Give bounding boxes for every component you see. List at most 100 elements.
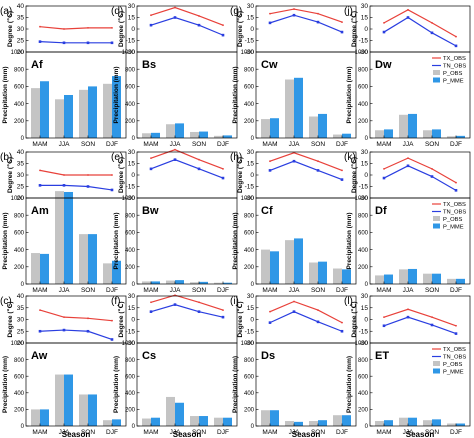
point-tx	[111, 26, 113, 29]
precip-tick-label: 400	[14, 248, 25, 254]
bar-p-mme	[384, 129, 393, 138]
temp-tick-label: 0	[131, 317, 135, 324]
point-tx	[431, 21, 433, 24]
point-tn	[406, 315, 410, 319]
point-tn	[406, 164, 410, 168]
season-tick-label: DJF	[217, 287, 229, 294]
precip-tick-label: 0	[21, 424, 25, 430]
bar-p-obs	[214, 282, 223, 284]
precip-tick-label: 800	[125, 358, 136, 364]
bar-p-mme	[270, 118, 279, 138]
temp-axis-title: Degree (℃)	[350, 157, 358, 193]
point-tx	[341, 169, 343, 172]
climate-label: ET	[375, 350, 389, 362]
precip-frame	[369, 51, 471, 139]
precip-tick-label: 200	[244, 408, 255, 414]
precip-tick-label: 800	[358, 67, 369, 73]
season-tick-label: JJA	[59, 141, 71, 148]
temp-tick-label: 15	[361, 15, 369, 22]
point-tn	[62, 184, 66, 187]
panel-letter: (f)	[111, 296, 120, 307]
point-tx	[455, 181, 457, 184]
temp-tick-label: 40	[17, 149, 25, 156]
temp-tick-label: 30	[17, 26, 25, 33]
bar-p-obs	[142, 281, 151, 284]
temp-tick-label: 25	[17, 38, 25, 45]
temp-tick-label: -15	[126, 38, 136, 45]
climate-label: Cs	[142, 350, 156, 362]
point-tx	[63, 316, 65, 319]
point-tn	[197, 167, 201, 171]
temp-tick-label: 0	[250, 317, 254, 324]
precip-frame	[369, 197, 471, 285]
line-tn-obs	[150, 159, 224, 179]
panel-letter: (l)	[344, 296, 353, 307]
season-tick-label: JJA	[170, 429, 182, 436]
temp-tick-label: 15	[247, 305, 255, 312]
bar-p-obs	[79, 394, 88, 426]
bar-p-mme	[112, 260, 121, 284]
precip-tick-label: 0	[251, 282, 255, 288]
bar-p-mme	[151, 281, 160, 284]
climate-label: Cw	[261, 59, 278, 71]
precip-tick-label: 800	[125, 67, 136, 73]
legend-label: TX_OBS	[443, 202, 466, 208]
season-tick-label: MAM	[262, 429, 277, 436]
season-tick-label: DJF	[450, 287, 462, 294]
precip-axis-title: Precipitation (mm)	[113, 66, 120, 123]
season-tick-label: DJF	[106, 287, 118, 294]
temp-tick-label: -30	[359, 49, 369, 56]
point-tx	[269, 160, 271, 163]
bar-p-mme	[199, 131, 208, 138]
temp-tick-label: 15	[247, 15, 255, 22]
point-tx	[150, 14, 152, 17]
line-tn-obs	[150, 16, 224, 36]
precip-tick-label: 200	[14, 408, 25, 414]
bar-p-mme	[432, 419, 441, 426]
precip-tick-label: 400	[244, 248, 255, 254]
temp-tick-label: -30	[359, 340, 369, 347]
precip-tick-label: 600	[358, 85, 369, 91]
temp-axis-title: Degree (℃)	[117, 11, 125, 47]
legend-label: P_OBS	[443, 71, 462, 77]
bar-p-obs	[55, 191, 64, 284]
bar-p-obs	[31, 253, 40, 284]
point-tn	[340, 329, 344, 333]
panel-cf: -30 -15 0 15 30 0 200 400 600 800 1000 MAM JJA SON DJF…	[230, 149, 357, 294]
point-tn	[149, 167, 153, 171]
temp-tick-label: 30	[17, 317, 25, 324]
panel-et: -30 -15 0 15 30 0 200 400 600 800 1000 MAM JJA SON DJF…	[344, 293, 471, 438]
temp-tick-label: 15	[247, 161, 255, 168]
point-tn	[340, 178, 344, 181]
temp-tick-label: -15	[126, 184, 136, 191]
temp-tick-label: -30	[245, 340, 255, 347]
precip-frame	[136, 342, 238, 427]
point-tn	[221, 315, 225, 319]
bar-p-mme	[175, 280, 184, 284]
point-tx	[317, 12, 319, 15]
point-tx	[150, 157, 152, 160]
point-tn	[62, 41, 66, 45]
season-tick-label: JJA	[403, 429, 415, 436]
precip-tick-label: 0	[132, 424, 136, 430]
climate-label: Cf	[261, 205, 273, 217]
line-tx-obs	[39, 169, 112, 176]
precip-tick-label: 400	[125, 102, 136, 108]
bar-p-mme	[151, 132, 160, 138]
temp-tick-label: 0	[364, 172, 368, 179]
season-axis-title: Season	[292, 430, 321, 438]
temp-tick-label: 20	[17, 340, 25, 347]
bar-p-mme	[384, 274, 393, 284]
precip-tick-label: 1000	[241, 50, 255, 56]
temp-tick-label: -30	[126, 49, 136, 56]
point-tn	[173, 303, 177, 306]
point-tx	[293, 300, 295, 303]
temp-tick-label: -30	[126, 340, 136, 347]
temp-tick-label: 30	[361, 293, 369, 300]
bar-p-mme	[456, 135, 465, 138]
bar-p-mme	[318, 261, 327, 284]
point-tx	[293, 8, 295, 10]
precip-frame	[369, 342, 471, 427]
line-tx-obs	[383, 9, 457, 38]
